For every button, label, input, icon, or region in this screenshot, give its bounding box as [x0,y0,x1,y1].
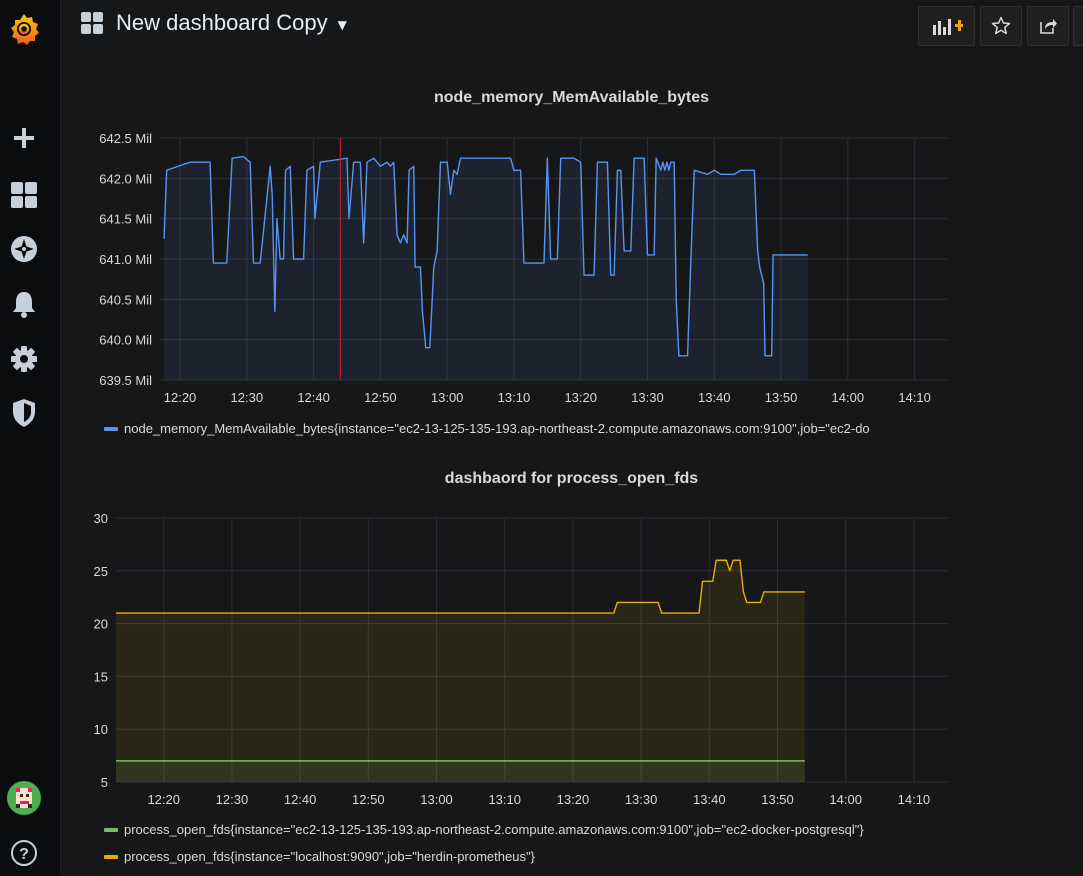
y-tick-label: 25 [94,564,108,579]
legend-swatch [104,426,118,431]
legend-label: process_open_fds{instance="ec2-13-125-13… [124,822,864,837]
series-area [116,760,805,782]
y-tick-label: 10 [94,722,108,737]
x-tick-label: 12:30 [231,390,264,405]
y-tick-label: 640.0 Mil [99,333,152,348]
caret-down-icon[interactable]: ▼ [337,18,347,32]
y-tick-label: 5 [101,775,108,790]
x-tick-label: 12:50 [364,390,397,405]
series-area [164,156,808,380]
legend-item[interactable]: process_open_fds{instance="ec2-13-125-13… [104,822,864,837]
help-icon[interactable]: ? [0,835,48,871]
y-tick-label: 15 [94,669,108,684]
x-tick-label: 13:30 [631,390,664,405]
y-tick-label: 640.5 Mil [99,292,152,307]
star-icon [991,16,1011,35]
x-tick-label: 14:10 [898,390,931,405]
x-tick-label: 14:10 [898,792,931,807]
x-tick-label: 13:50 [765,390,798,405]
y-tick-label: 642.0 Mil [99,171,152,186]
x-tick-label: 14:00 [832,390,865,405]
share-button[interactable] [1027,6,1069,46]
x-tick-label: 13:20 [557,792,590,807]
panel-title[interactable]: node_memory_MemAvailable_bytes [433,89,710,106]
y-tick-label: 641.5 Mil [99,212,152,227]
series-line [116,559,805,614]
open-fds-panel: dashbaord for process_open_fds 5 10 15 20 25… [60,460,1083,876]
dashboards-icon[interactable] [0,177,48,213]
configuration-gear-icon[interactable] [0,341,48,377]
dashboard-title-picker[interactable]: New dashboard Copy ▼ [80,10,347,36]
memory-panel: node_memory_MemAvailable_bytes 639.5 Mil… [60,80,1083,450]
x-tick-label: 13:00 [431,390,464,405]
x-tick-label: 13:40 [698,390,731,405]
x-tick-label: 13:40 [693,792,726,807]
series-area [116,560,805,782]
x-tick-label: 13:30 [625,792,658,807]
x-tick-label: 12:50 [352,792,385,807]
memory-chart[interactable]: 639.5 Mil 640.0 Mil 640.5 Mil 641.0 Mil 641.… [60,120,1083,440]
y-tick-label: 642.5 Mil [99,131,152,146]
legend-item[interactable]: process_open_fds{instance="localhost:909… [104,849,535,864]
dashboards-icon [80,11,104,35]
open-fds-chart[interactable]: 5 10 15 20 25 30 12:20 12:30 12:40 12:50 13:00 13:1… [60,500,1083,850]
share-icon [1040,19,1057,34]
y-tick-label: 30 [94,511,108,526]
dashboard-navbar: New dashboard Copy ▼ [60,0,1083,54]
x-tick-label: 13:10 [488,792,521,807]
x-tick-label: 12:20 [147,792,180,807]
plus-icon[interactable] [0,120,48,156]
add-panel-icon [932,19,963,35]
x-tick-label: 14:00 [829,792,862,807]
x-tick-label: 13:10 [498,390,531,405]
x-tick-label: 12:30 [216,792,249,807]
legend-label: node_memory_MemAvailable_bytes{instance=… [124,421,870,436]
x-tick-label: 13:20 [564,390,597,405]
sidebar: ? [0,0,61,876]
alerting-bell-icon[interactable] [0,286,48,322]
y-tick-label: 639.5 Mil [99,373,152,388]
x-tick-label: 12:40 [284,792,317,807]
x-tick-label: 12:20 [164,390,197,405]
legend-swatch [104,854,118,859]
grafana-logo-icon[interactable] [0,6,48,50]
explore-compass-icon[interactable] [0,231,48,267]
legend-item[interactable]: node_memory_MemAvailable_bytes{instance=… [104,421,870,436]
save-button[interactable] [1073,6,1083,46]
x-tick-label: 12:40 [297,390,330,405]
y-tick-label: 641.0 Mil [99,252,152,267]
legend-swatch [104,827,118,832]
user-avatar[interactable] [0,780,48,816]
add-panel-button[interactable] [918,6,975,46]
panel-title[interactable]: dashbaord for process_open_fds [444,470,699,487]
dashboard-title[interactable]: New dashboard Copy [116,10,328,35]
svg-text:?: ? [19,846,29,863]
star-button[interactable] [980,6,1022,46]
x-tick-label: 13:50 [761,792,794,807]
legend-label: process_open_fds{instance="localhost:909… [124,849,535,864]
x-tick-label: 13:00 [420,792,453,807]
y-tick-label: 20 [94,617,108,632]
series-line [163,155,808,357]
server-admin-shield-icon[interactable] [0,395,48,431]
